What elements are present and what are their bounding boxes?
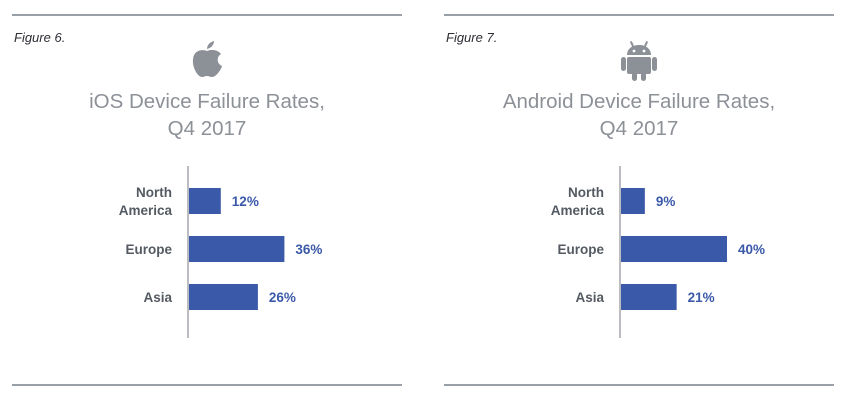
chart-title-line-1: iOS Device Failure Rates,: [89, 90, 325, 113]
value-label: 12%: [232, 194, 259, 209]
category-label: America: [551, 203, 605, 218]
category-label: North: [568, 185, 604, 200]
value-label: 9%: [656, 194, 676, 209]
figure-label: Figure 7.: [446, 30, 498, 45]
failure-rate-bar-chart: 9% North America 40% Europe 21% Asia: [551, 166, 765, 338]
chart-title: iOS Device Failure Rates, Q4 2017: [12, 88, 402, 142]
category-label: Asia: [143, 290, 172, 305]
figure-label: Figure 6.: [14, 30, 66, 45]
failure-rate-bar-chart: 12% North America 36% Europe 26% Asia: [119, 166, 322, 338]
bar: [189, 236, 285, 262]
value-label: 36%: [295, 242, 322, 257]
top-rule: [444, 14, 834, 16]
apple-icon: [12, 40, 402, 82]
bar: [189, 284, 258, 310]
category-label: Europe: [557, 242, 604, 257]
bar: [621, 236, 727, 262]
value-label: 21%: [688, 290, 715, 305]
value-label: 26%: [269, 290, 296, 305]
figure-6-panel: Figure 6. iOS Device Failure Rates, Q4 2…: [12, 0, 402, 402]
bar: [621, 284, 677, 310]
bar: [189, 188, 221, 214]
chart-title: Android Device Failure Rates, Q4 2017: [444, 88, 834, 142]
chart-title-line-1: Android Device Failure Rates,: [502, 90, 776, 113]
chart-title-line-2: Q4 2017: [167, 117, 247, 140]
bottom-rule: [12, 384, 402, 386]
bar: [621, 188, 645, 214]
category-label: America: [119, 203, 173, 218]
top-rule: [12, 14, 402, 16]
figure-7-panel: Figure 7. Android Device Failure Rates, …: [444, 0, 834, 402]
category-label: Asia: [575, 290, 604, 305]
android-icon: [444, 40, 834, 82]
category-label: North: [136, 185, 172, 200]
bottom-rule: [444, 384, 834, 386]
category-label: Europe: [125, 242, 172, 257]
value-label: 40%: [738, 242, 765, 257]
chart-title-line-2: Q4 2017: [599, 117, 679, 140]
